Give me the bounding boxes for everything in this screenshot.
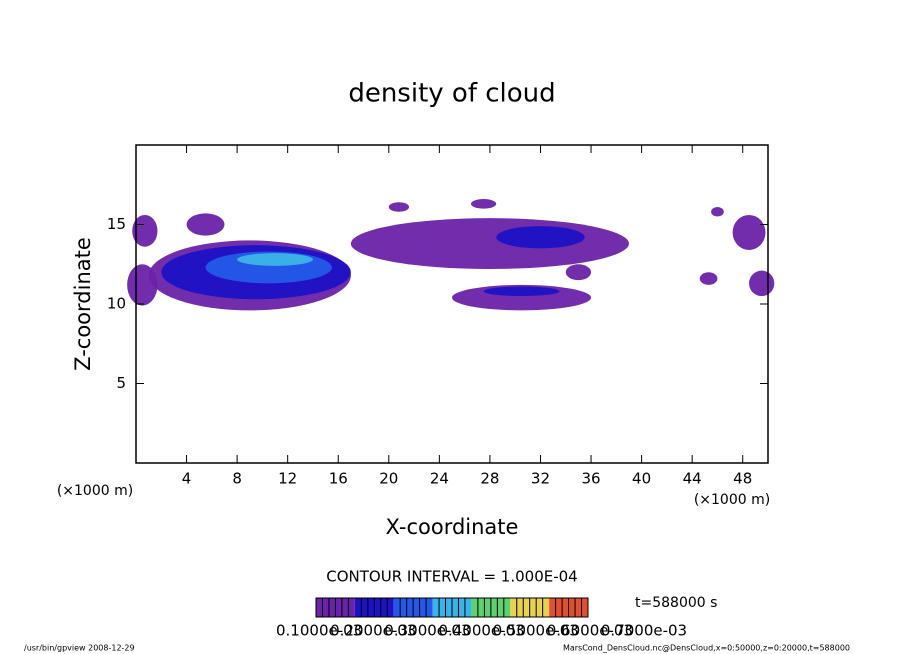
density-region (749, 270, 775, 297)
density-region (565, 264, 592, 281)
density-region (496, 226, 585, 249)
colorbar-label: 0.7000e-03 (601, 622, 687, 640)
density-region (388, 202, 410, 212)
density-region (711, 207, 724, 217)
x-unit: (×1000 m) (694, 492, 770, 508)
x-tick-label: 44 (683, 470, 702, 488)
y-tick-label: 10 (107, 295, 126, 313)
y-tick-label: 15 (107, 215, 126, 233)
colorbar-label: 0.1000e-03 (276, 622, 362, 640)
density-region (186, 213, 225, 236)
y-axis-label: Z-coordinate (71, 237, 95, 371)
x-tick-label: 48 (733, 470, 752, 488)
x-tick-label: 8 (232, 470, 242, 488)
colorbar-label: 0.5000e-03 (493, 622, 579, 640)
colorbar-label: 0.6000e-03 (547, 622, 633, 640)
density-region (470, 199, 497, 209)
density-region (127, 264, 158, 306)
time-label: t=588000 s (635, 595, 717, 611)
density-region (732, 214, 766, 250)
density-region (699, 272, 718, 285)
x-tick-label: 16 (329, 470, 348, 488)
x-tick-label: 12 (278, 470, 297, 488)
density-region (132, 214, 158, 247)
colorbar-frame (315, 597, 589, 618)
footer-right: MarsCond_DensCloud.nc@DensCloud,x=0:5000… (563, 644, 850, 653)
y-unit: (×1000 m) (57, 483, 133, 499)
density-region (237, 253, 313, 266)
chart-title: density of cloud (348, 79, 555, 109)
density-region (483, 286, 560, 297)
x-tick-label: 20 (379, 470, 398, 488)
x-tick-label: 36 (581, 470, 600, 488)
footer-left: /usr/bin/gpview 2008-12-29 (24, 644, 135, 653)
x-tick-label: 24 (430, 470, 449, 488)
colorbar-label: 0.3000e-03 (384, 622, 470, 640)
colorbar-label: 0.2000e-03 (330, 622, 416, 640)
colorbar-label: 0.4000e-03 (438, 622, 524, 640)
x-tick-label: 28 (480, 470, 499, 488)
contour-interval: CONTOUR INTERVAL = 1.000E-04 (326, 568, 577, 586)
x-tick-label: 40 (632, 470, 651, 488)
x-tick-label: 32 (531, 470, 550, 488)
y-tick-label: 5 (116, 374, 126, 392)
x-tick-label: 4 (182, 470, 192, 488)
x-axis-label: X-coordinate (386, 515, 519, 539)
density-region (350, 218, 629, 270)
